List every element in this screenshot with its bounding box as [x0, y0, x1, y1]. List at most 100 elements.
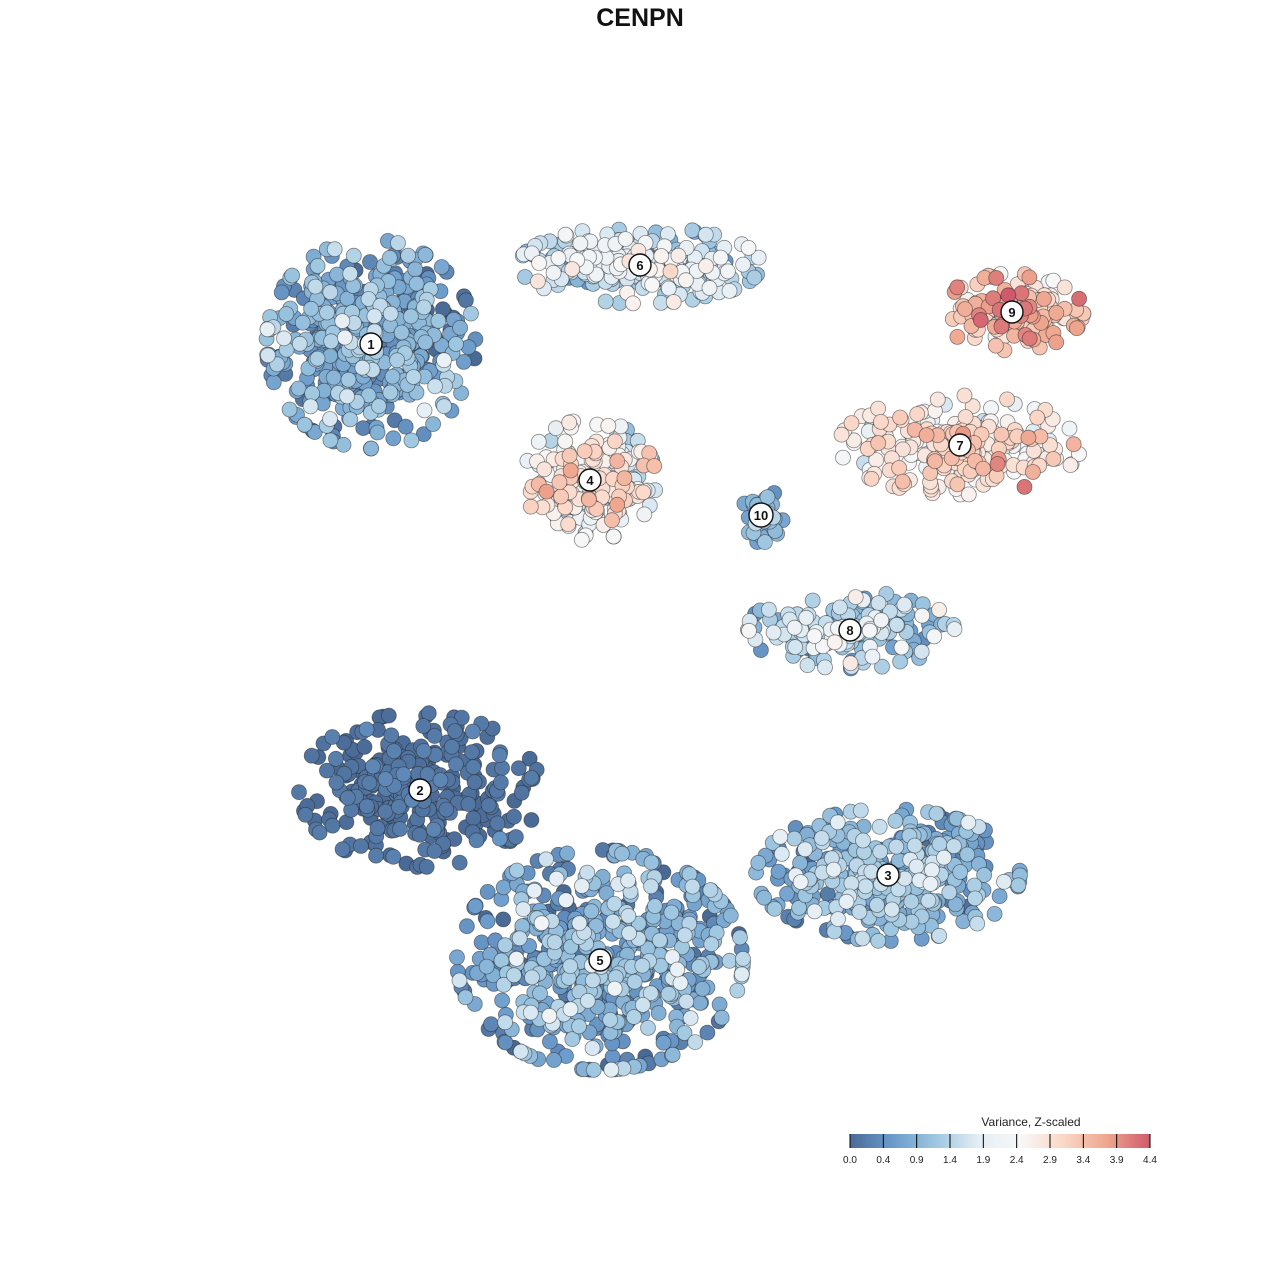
cell-point-cluster-2 [369, 820, 386, 837]
cell-point-cluster-1 [417, 334, 434, 351]
cell-point-cluster-6 [597, 293, 614, 310]
cell-point-cluster-1 [433, 259, 450, 275]
cell-point-cluster-8 [842, 655, 859, 672]
cell-point-cluster-8 [946, 621, 963, 637]
cell-point-cluster-7 [1061, 420, 1078, 437]
cell-point-cluster-5 [497, 1034, 514, 1051]
cell-point-cluster-7 [957, 409, 974, 425]
cell-point-cluster-5 [562, 958, 579, 975]
cell-point-cluster-2 [385, 848, 402, 865]
cell-point-cluster-7 [960, 486, 977, 503]
cell-point-cluster-5 [584, 1040, 601, 1056]
cell-point-cluster-6 [750, 249, 767, 266]
cell-point-cluster-6 [712, 249, 729, 266]
cell-point-cluster-5 [583, 903, 600, 920]
cell-point-cluster-8 [861, 622, 878, 639]
cell-point-cluster-5 [497, 937, 514, 954]
cluster-label-text: 5 [596, 953, 603, 968]
cell-point-cluster-2 [432, 772, 449, 788]
cell-point-cluster-9 [1021, 330, 1038, 347]
cell-point-cluster-5 [651, 932, 668, 949]
cell-point-cluster-4 [561, 447, 578, 464]
cell-point-cluster-2 [356, 739, 373, 755]
cell-point-cluster-9 [972, 312, 989, 328]
cell-point-cluster-7 [989, 456, 1006, 472]
cell-point-cluster-5 [626, 973, 643, 990]
cell-point-cluster-1 [294, 314, 311, 331]
cell-point-cluster-2 [358, 798, 375, 815]
cell-point-cluster-2 [506, 808, 522, 825]
cell-point-cluster-5 [732, 929, 748, 946]
cell-point-cluster-6 [572, 235, 589, 252]
cell-point-cluster-4 [522, 498, 539, 515]
cell-point-cluster-5 [733, 966, 750, 983]
cell-point-cluster-3 [960, 814, 977, 831]
cell-point-cluster-5 [602, 1012, 619, 1028]
cell-point-cluster-5 [640, 1020, 656, 1036]
cell-point-cluster-2 [426, 728, 443, 744]
legend-tick-label: 2.4 [1010, 1155, 1024, 1166]
cell-point-cluster-4 [607, 433, 623, 450]
cluster-label-circle [588, 948, 612, 972]
cell-point-cluster-2 [466, 774, 483, 790]
cell-point-cluster-6 [665, 294, 682, 310]
cell-point-cluster-1 [281, 401, 298, 418]
cell-point-cluster-3 [931, 836, 948, 852]
cell-point-cluster-5 [548, 870, 565, 887]
cell-point-cluster-4 [576, 443, 593, 460]
cell-point-cluster-5 [524, 969, 540, 986]
cell-point-cluster-1 [265, 374, 282, 391]
cell-point-cluster-8 [896, 596, 913, 613]
cell-point-cluster-5 [508, 950, 525, 967]
cell-point-cluster-7 [892, 409, 908, 426]
cell-point-cluster-1 [296, 416, 313, 433]
cell-point-cluster-2 [311, 824, 328, 841]
cell-point-cluster-1 [397, 418, 414, 435]
legend-ticks: 0.0 0.4 0.9 1.4 1.9 2.4 2.9 3.4 3.9 4.4 [843, 1134, 1157, 1166]
cell-point-cluster-2 [327, 750, 344, 767]
cell-point-cluster-4 [557, 433, 574, 450]
cluster-label-circle [359, 332, 383, 356]
cell-point-cluster-7 [870, 400, 886, 417]
cell-point-cluster-1 [355, 420, 372, 437]
cell-point-cluster-5 [722, 907, 739, 924]
cell-point-cluster-3 [952, 864, 969, 880]
cell-point-cluster-1 [425, 416, 442, 433]
cell-point-cluster-5 [642, 985, 659, 1002]
cell-point-cluster-2 [451, 854, 468, 871]
cell-point-cluster-7 [1065, 436, 1082, 453]
cell-point-cluster-5 [495, 911, 512, 928]
cluster-label-9: 9 [1000, 300, 1024, 324]
cell-point-cluster-5 [703, 936, 720, 953]
cell-point-cluster-3 [791, 899, 807, 916]
cell-point-cluster-2 [460, 796, 477, 812]
cell-point-cluster-4 [536, 461, 553, 478]
cell-point-cluster-9 [1048, 304, 1065, 321]
cell-point-cluster-7 [1025, 464, 1041, 480]
cell-point-cluster-5 [579, 864, 596, 881]
cell-point-cluster-4 [560, 516, 577, 533]
cell-point-cluster-1 [416, 402, 433, 419]
cluster-label-5: 5 [588, 948, 612, 972]
cell-point-cluster-3 [871, 818, 888, 835]
cluster-label-6: 6 [628, 253, 652, 277]
cell-point-cluster-10 [759, 489, 776, 506]
cell-point-cluster-1 [336, 329, 353, 346]
cell-point-cluster-9 [949, 279, 966, 296]
cell-point-cluster-3 [779, 885, 795, 902]
cell-point-cluster-1 [369, 424, 386, 441]
cell-point-cluster-7 [999, 391, 1015, 408]
cell-point-cluster-7 [983, 400, 999, 417]
cell-point-cluster-5 [699, 1024, 716, 1041]
cell-point-cluster-9 [1056, 279, 1073, 296]
cell-point-cluster-5 [664, 1046, 681, 1063]
cell-point-cluster-2 [468, 832, 485, 849]
cell-point-cluster-9 [1021, 269, 1038, 286]
cell-point-cluster-1 [309, 350, 326, 367]
cell-point-cluster-8 [870, 595, 887, 611]
cell-point-cluster-3 [756, 889, 772, 906]
cell-point-cluster-8 [799, 657, 816, 674]
cell-point-cluster-9 [957, 301, 973, 318]
cell-point-cluster-5 [605, 913, 621, 930]
cell-point-cluster-5 [635, 997, 651, 1013]
